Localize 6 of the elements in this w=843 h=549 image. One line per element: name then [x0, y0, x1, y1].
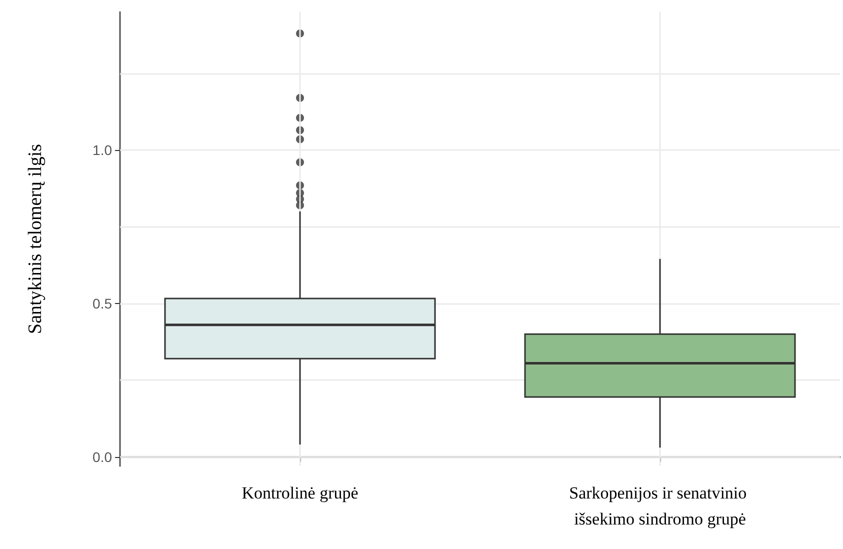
y-tick-label: 0.0 [92, 448, 112, 465]
y-tick-label: 0.5 [92, 295, 112, 312]
x-tick-label: Kontrolinė grupė [242, 484, 358, 502]
x-tick-label: Sarkopenijos ir senatvinio išsekimo sindromo grupė [569, 484, 751, 528]
y-axis-title: Santykinis telomerų ilgis [25, 144, 46, 334]
y-tick-label: 1.0 [92, 142, 112, 158]
